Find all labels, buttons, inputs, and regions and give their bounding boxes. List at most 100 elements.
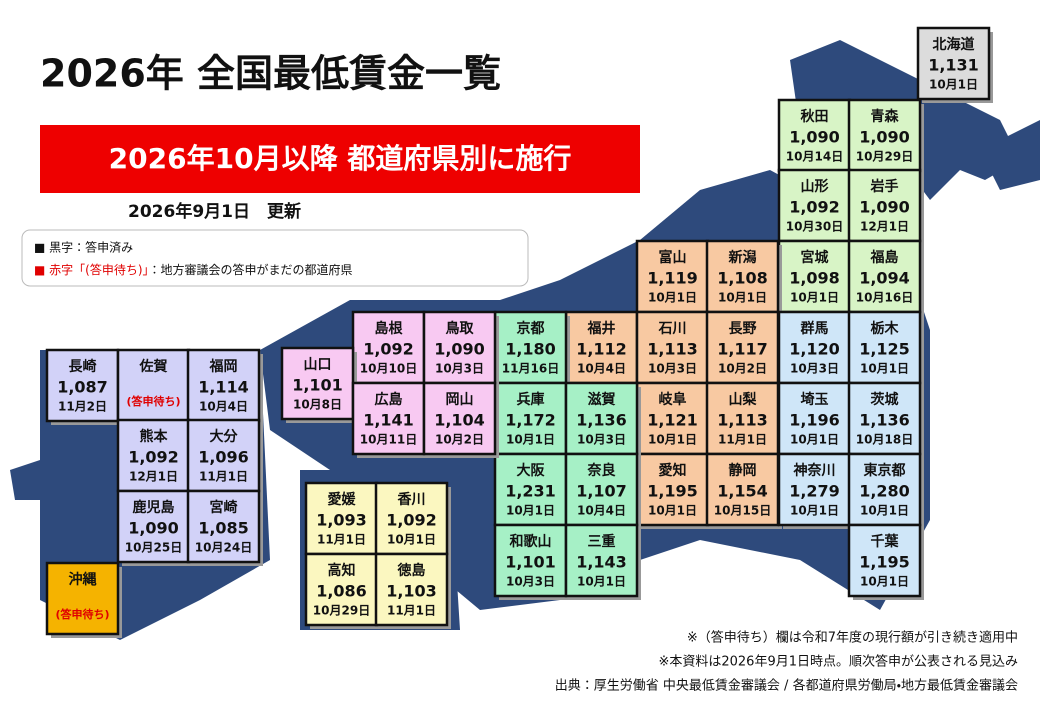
prefecture-name: 福島 xyxy=(870,249,899,266)
effective-date: 10月3日 xyxy=(506,575,555,589)
wage: 1,092 xyxy=(386,511,437,530)
prefecture-name: 山口 xyxy=(304,357,332,373)
prefecture-name: 熊本 xyxy=(140,428,169,445)
effective-date: 10月4日 xyxy=(577,504,626,518)
effective-date: 10月24日 xyxy=(195,541,252,555)
wage: 1,094 xyxy=(859,269,910,288)
wage: 1,090 xyxy=(859,198,910,217)
effective-date: 10月1日 xyxy=(648,504,697,518)
prefecture-name: 鳥取 xyxy=(446,320,475,337)
wage: 1,101 xyxy=(505,553,556,572)
prefecture-name: 鹿児島 xyxy=(133,499,175,516)
effective-date: 10月1日 xyxy=(387,533,436,547)
prefecture-cell xyxy=(422,381,497,456)
wage: 1,090 xyxy=(434,340,485,359)
effective-date: 10月10日 xyxy=(360,362,417,376)
effective-date: 10月15日 xyxy=(714,504,771,518)
wage: 1,231 xyxy=(505,482,556,501)
prefecture-cell xyxy=(847,523,922,598)
wage: 1,280 xyxy=(859,482,910,501)
legend-desc: ：地方審議会の答申がまだの都道府県 xyxy=(149,262,353,277)
effective-date: 10月1日 xyxy=(577,575,626,589)
prefecture-name: 愛知 xyxy=(659,462,687,479)
effective-date: 10月16日 xyxy=(856,291,913,305)
prefecture-name: 静岡 xyxy=(729,462,757,479)
title: 2026年 全国最低賃金一覧 xyxy=(40,52,501,96)
prefecture-cell xyxy=(777,310,852,385)
wage: 1,090 xyxy=(859,128,910,147)
wage: 1,136 xyxy=(576,411,627,430)
prefecture-name: 高知 xyxy=(328,562,356,579)
wage: 1,279 xyxy=(789,482,840,501)
effective-date: 10月2日 xyxy=(718,362,767,376)
prefecture-name: 岡山 xyxy=(446,392,474,408)
prefecture-cell xyxy=(705,310,780,385)
effective-date: 10月30日 xyxy=(786,220,843,234)
wage: 1,092 xyxy=(789,198,840,217)
effective-date: 10月25日 xyxy=(125,541,182,555)
prefecture-cell xyxy=(116,489,191,564)
banner-text: 2026年10月以降 都道府県別に施行 xyxy=(109,142,572,175)
prefecture-name: 岐阜 xyxy=(659,391,687,408)
prefecture-name: 福岡 xyxy=(209,358,238,375)
note: ※本資料は2026年9月1日時点。順次答申が公表される見込み xyxy=(658,654,1018,670)
prefecture-cell xyxy=(564,523,639,598)
prefecture-name: 奈良 xyxy=(587,462,617,479)
effective-date: 10月14日 xyxy=(786,150,843,164)
wage: 1,125 xyxy=(859,340,910,359)
prefecture-name: 千葉 xyxy=(871,533,900,550)
effective-date: 10月3日 xyxy=(577,433,626,447)
prefecture-cell xyxy=(186,418,261,493)
prefecture-cell xyxy=(304,552,379,627)
prefecture-grid: 北海道1,13110月1日秋田1,09010月14日青森1,09010月29日山… xyxy=(45,26,993,638)
note: ※（答申待ち）欄は令和7年度の現行額が引き続き適用中 xyxy=(687,630,1018,646)
prefecture-name: 栃木 xyxy=(871,320,900,337)
wage: 1,096 xyxy=(198,448,249,467)
effective-date: 10月11日 xyxy=(360,433,417,447)
prefecture-name: 滋賀 xyxy=(588,391,616,408)
prefecture-name: 広島 xyxy=(375,391,403,408)
effective-date: 10月1日 xyxy=(506,433,555,447)
prefecture-cell xyxy=(280,346,355,421)
wage: 1,090 xyxy=(128,519,179,538)
effective-date: 12月1日 xyxy=(860,220,909,234)
prefecture-name: 佐賀 xyxy=(139,358,168,375)
wage: 1,108 xyxy=(717,269,768,288)
prefecture-cell xyxy=(186,489,261,564)
prefecture-name: 徳島 xyxy=(397,562,426,579)
effective-date: 11月1日 xyxy=(199,470,248,484)
prefecture-name: 群馬 xyxy=(800,320,829,337)
wage: 1,112 xyxy=(576,340,627,359)
effective-date: 10月29日 xyxy=(313,604,370,618)
wage: 1,121 xyxy=(647,411,698,430)
prefecture-name: 大阪 xyxy=(517,462,546,479)
legend-text: ■ 赤字「(答申待ち)」：地方審議会の答申がまだの都道府県 xyxy=(34,262,353,277)
wage: 1,195 xyxy=(647,482,698,501)
wage: 1,092 xyxy=(363,340,414,359)
prefecture-cell xyxy=(705,239,780,314)
effective-date: 10月1日 xyxy=(648,433,697,447)
prefecture-cell xyxy=(847,239,922,314)
wage: 1,107 xyxy=(576,482,627,501)
updated: 2026年9月1日 更新 xyxy=(128,201,301,222)
wage: 1,086 xyxy=(316,582,367,601)
wage: 1,195 xyxy=(859,553,910,572)
prefecture-name: 青森 xyxy=(871,108,900,125)
effective-date: 10月1日 xyxy=(860,504,909,518)
effective-date: 10月3日 xyxy=(790,362,839,376)
effective-date: 10月1日 xyxy=(860,575,909,589)
wage: 1,104 xyxy=(434,411,485,430)
wage: 1,092 xyxy=(128,448,179,467)
legend-text: ■ 黒字：答申済み xyxy=(34,240,133,255)
prefecture-name: 岩手 xyxy=(870,178,899,195)
wage: 1,120 xyxy=(789,340,840,359)
wage: 1,098 xyxy=(789,269,840,288)
effective-date: 10月4日 xyxy=(577,362,626,376)
effective-date: 10月1日 xyxy=(506,504,555,518)
effective-date: 10月29日 xyxy=(856,150,913,164)
prefecture-cell xyxy=(351,310,426,385)
effective-date: 10月1日 xyxy=(790,291,839,305)
effective-date: 11月16日 xyxy=(502,362,559,376)
prefecture-name: 福井 xyxy=(587,320,616,337)
prefecture-cell xyxy=(186,348,261,423)
